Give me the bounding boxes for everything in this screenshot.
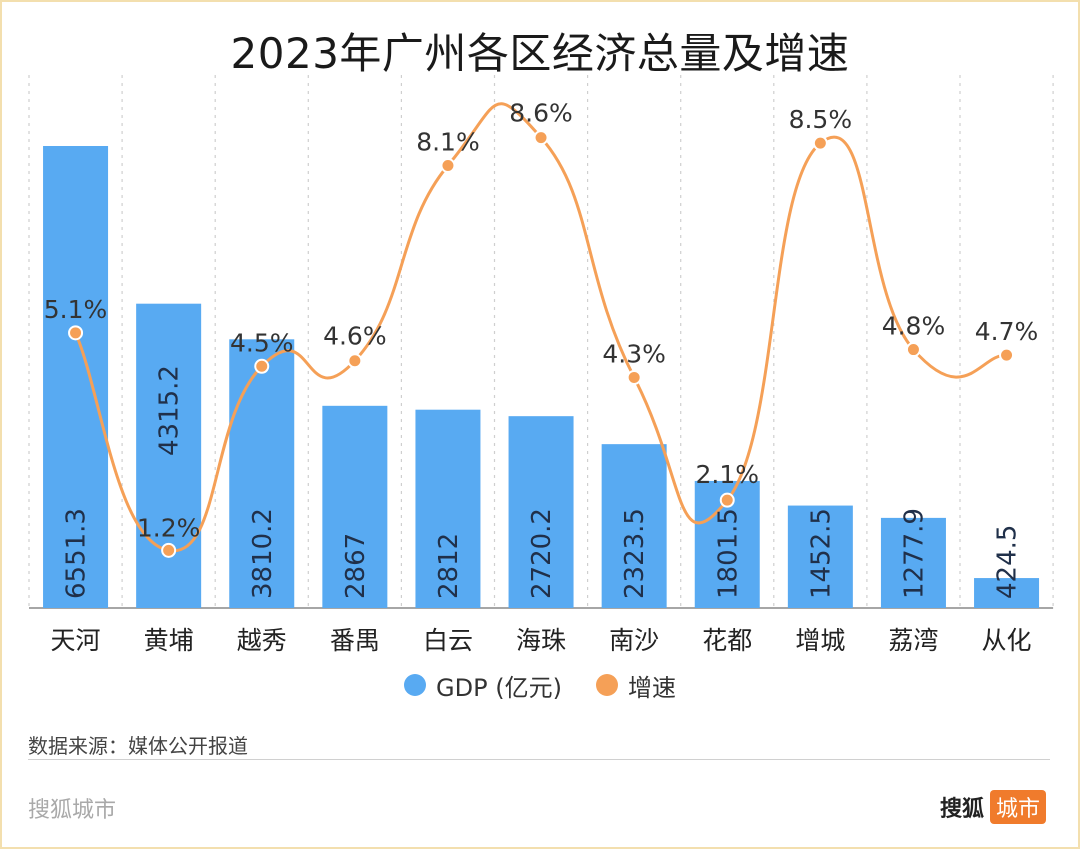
bar-value-label: 2812 xyxy=(434,533,464,599)
growth-value-label: 1.2% xyxy=(137,513,201,542)
growth-point-从化 xyxy=(999,347,1015,363)
growth-point-黄埔 xyxy=(161,542,177,558)
footer-brand-text: 搜狐 xyxy=(939,797,984,822)
footer-brand-badge: 城市 xyxy=(989,790,1046,824)
divider xyxy=(28,759,1050,760)
growth-value-label: 4.7% xyxy=(975,317,1039,346)
growth-value-label: 4.8% xyxy=(882,312,946,341)
legend: GDP (亿元) 增速 xyxy=(0,665,1080,705)
growth-point-海珠 xyxy=(533,130,549,146)
line-layer xyxy=(68,102,1015,558)
bar-value-label: 2323.5 xyxy=(620,508,650,599)
bar-value-label: 424.5 xyxy=(993,525,1023,599)
growth-point-越秀 xyxy=(254,358,270,374)
growth-line xyxy=(74,102,1007,553)
growth-point-荔湾 xyxy=(905,342,921,358)
growth-point-南沙 xyxy=(626,369,642,385)
x-tick-label: 天河 xyxy=(51,626,101,655)
bar-value-label: 1277.9 xyxy=(899,508,929,599)
legend-label-growth: 增速 xyxy=(627,673,676,702)
x-tick-label: 海珠 xyxy=(516,626,566,655)
chart-title: 2023年广州各区经济总量及增速 xyxy=(230,29,850,78)
x-tick-label: 南沙 xyxy=(609,626,659,655)
bar-南沙 xyxy=(601,444,667,608)
bar-从化 xyxy=(974,578,1040,608)
growth-point-天河 xyxy=(68,325,84,341)
bar-value-label: 2720.2 xyxy=(527,508,557,599)
growth-value-label: 4.6% xyxy=(323,322,387,351)
bar-value-label: 3810.2 xyxy=(248,508,278,599)
x-tick-label: 越秀 xyxy=(237,626,287,655)
bar-荔湾 xyxy=(880,517,946,608)
bar-value-label: 6551.3 xyxy=(62,508,92,599)
legend-swatch-gdp xyxy=(404,674,427,696)
label-layer: 天河 黄埔 越秀 番禺 白云 海珠 南沙 花都 增城 荔湾 从化 6551.3 4315.2 3810.2… xyxy=(44,99,1039,655)
legend-item-gdp[interactable]: GDP (亿元) xyxy=(404,668,562,703)
bar-value-label: 2867 xyxy=(341,533,371,599)
legend-item-growth[interactable]: 增速 xyxy=(595,668,676,703)
growth-value-label: 8.1% xyxy=(416,127,480,156)
bar-天河 xyxy=(43,146,109,608)
x-tick-label: 番禺 xyxy=(330,626,380,655)
growth-value-label: 2.1% xyxy=(695,460,759,489)
growth-value-label: 5.1% xyxy=(44,295,108,324)
bar-value-label: 1452.5 xyxy=(806,508,836,599)
legend-swatch-growth xyxy=(595,674,618,696)
bar-越秀 xyxy=(229,339,295,608)
growth-value-label: 4.3% xyxy=(602,339,666,368)
x-tick-label: 花都 xyxy=(702,626,752,655)
growth-point-白云 xyxy=(440,157,456,173)
footer-brand-left: 搜狐城市 xyxy=(28,798,117,823)
bar-增城 xyxy=(787,505,853,608)
growth-point-增城 xyxy=(812,135,828,151)
legend-label-gdp: GDP (亿元) xyxy=(436,673,562,702)
bar-value-label: 1801.5 xyxy=(713,508,743,599)
growth-value-label: 8.5% xyxy=(789,105,853,134)
bar-layer xyxy=(43,146,1040,608)
x-tick-label: 白云 xyxy=(423,626,473,655)
bar-value-label: 4315.2 xyxy=(155,365,185,456)
x-tick-label: 黄埔 xyxy=(144,626,194,655)
x-tick-label: 增城 xyxy=(795,626,845,655)
x-tick-label: 从化 xyxy=(982,626,1032,655)
growth-point-花都 xyxy=(719,492,735,508)
bar-番禺 xyxy=(322,405,388,608)
footer-brand-logo: 搜狐 城市 xyxy=(940,790,1046,824)
source-note: 数据来源：媒体公开报道 xyxy=(28,734,248,758)
growth-value-label: 4.5% xyxy=(230,328,294,357)
bar-海珠 xyxy=(508,416,574,608)
x-tick-label: 荔湾 xyxy=(888,626,938,655)
growth-value-label: 8.6% xyxy=(509,99,573,128)
growth-point-番禺 xyxy=(347,353,363,369)
bar-白云 xyxy=(415,409,481,608)
